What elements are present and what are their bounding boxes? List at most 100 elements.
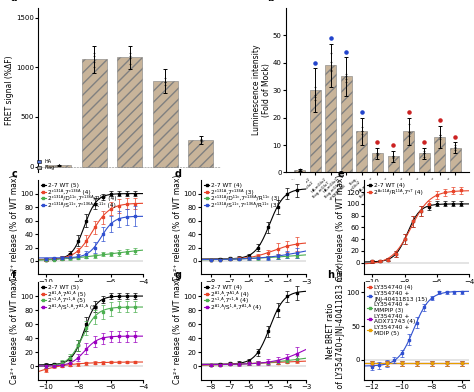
Point xyxy=(358,131,365,137)
Point xyxy=(436,132,444,138)
Text: e: e xyxy=(338,169,345,179)
Point xyxy=(311,84,319,91)
Point xyxy=(358,124,365,131)
Point xyxy=(420,154,428,160)
Point xyxy=(436,117,444,123)
Bar xyxy=(117,58,142,167)
Point xyxy=(358,109,365,115)
Bar xyxy=(356,131,367,172)
Y-axis label: Ca²⁺ release (% of WT max): Ca²⁺ release (% of WT max) xyxy=(10,278,19,385)
Bar xyxy=(153,81,178,167)
Point xyxy=(126,50,134,56)
X-axis label: log(LY354740 (M)): log(LY354740 (M)) xyxy=(382,286,452,295)
Point xyxy=(296,167,303,173)
Point xyxy=(420,150,428,156)
Point xyxy=(374,151,381,157)
Point xyxy=(343,71,350,77)
Y-axis label: FRET signal (%ΔF): FRET signal (%ΔF) xyxy=(5,55,14,125)
Point xyxy=(358,128,365,134)
Point xyxy=(91,64,98,71)
Point xyxy=(91,59,98,65)
Bar xyxy=(341,76,352,172)
Y-axis label: Ca²⁺ release (% of WT max): Ca²⁺ release (% of WT max) xyxy=(173,174,182,281)
Point xyxy=(389,153,397,160)
Text: b: b xyxy=(267,0,274,3)
Point xyxy=(327,35,335,41)
Bar xyxy=(294,170,305,172)
Text: c: c xyxy=(12,169,18,179)
Point xyxy=(420,139,428,145)
Legend: 2-7 WT (4), 2ᴬ¹·ᴬ,7ᴬ¹·ᴬ (4), 2ˢ¹·ᴬ,7ˢ¹·ᴬ (4), 2ᴬ¹·ᴬ/S¹·ᴬ,7ᴬ¹·ᴬ (4): 2-7 WT (4), 2ᴬ¹·ᴬ,7ᴬ¹·ᴬ (4), 2ˢ¹·ᴬ,7ˢ¹·ᴬ… xyxy=(204,285,261,310)
Point xyxy=(374,139,381,145)
Point xyxy=(452,142,459,149)
Point xyxy=(389,154,397,160)
Bar xyxy=(388,156,399,172)
Legend: HA, Flag: HA, Flag xyxy=(36,159,55,170)
Y-axis label: Net BRET ratio
(% of LY354740+JNJ-40411813 max): Net BRET ratio (% of LY354740+JNJ-404118… xyxy=(326,262,345,392)
Point xyxy=(343,76,350,82)
Y-axis label: Ca²⁺ release (% of WT max): Ca²⁺ release (% of WT max) xyxy=(10,174,19,281)
Point xyxy=(374,151,381,158)
Point xyxy=(389,153,397,160)
Point xyxy=(55,162,63,168)
Legend: 2-7 WT (5), 2ᴬ¹·ᴬ,7ᴬ¹·ᴬ (5), 2ˢ¹·ᴬ,7ˢ¹·ᴬ (5), 2ᴬ¹·ᴬ/S¹·ᴬ,7ᴬ¹·ᴬ (5): 2-7 WT (5), 2ᴬ¹·ᴬ,7ᴬ¹·ᴬ (5), 2ˢ¹·ᴬ,7ˢ¹·ᴬ… xyxy=(41,285,98,310)
Point xyxy=(436,134,444,140)
Point xyxy=(343,73,350,79)
Point xyxy=(197,138,204,144)
Bar xyxy=(82,60,107,167)
Text: h: h xyxy=(327,270,334,280)
Point xyxy=(296,167,303,173)
Point xyxy=(311,94,319,100)
Point xyxy=(327,59,335,65)
Point xyxy=(436,136,444,142)
Bar xyxy=(310,90,320,172)
Point xyxy=(436,132,444,138)
Bar xyxy=(372,153,383,172)
Point xyxy=(405,109,412,115)
Legend: LY354740 (4), LY354740 +
JNJ-40411813 (15), LY354740 +
MMPIP (3), LY354740 +
ADX: LY354740 (4), LY354740 + JNJ-40411813 (1… xyxy=(367,285,428,336)
Point xyxy=(311,97,319,103)
Bar xyxy=(450,148,461,172)
Point xyxy=(452,147,459,154)
Text: f: f xyxy=(12,270,16,280)
Y-axis label: Ca²⁺ release (% of WT max): Ca²⁺ release (% of WT max) xyxy=(336,174,345,281)
Point xyxy=(389,142,397,148)
Point xyxy=(162,79,169,85)
Point xyxy=(405,129,412,135)
Point xyxy=(452,145,459,151)
Point xyxy=(162,79,169,85)
Bar xyxy=(434,137,445,172)
Point xyxy=(374,150,381,156)
Point xyxy=(162,75,169,81)
Point xyxy=(343,79,350,85)
Bar xyxy=(403,131,414,172)
Point xyxy=(55,162,63,168)
Point xyxy=(327,50,335,56)
Point xyxy=(327,68,335,74)
X-axis label: log(L-AP4 (M)): log(L-AP4 (M)) xyxy=(227,286,281,295)
Bar xyxy=(46,165,71,167)
Point xyxy=(296,166,303,172)
Point xyxy=(55,162,63,168)
Point xyxy=(374,151,381,158)
Point xyxy=(162,82,169,88)
Point xyxy=(197,136,204,143)
Point xyxy=(405,133,412,139)
Legend: 2-7 WT (4), 2ᶜ¹³¹ᴬ,7ᶜ¹³⁶ᴬ (3), 2ᶜ¹³¹ᴬ/D¹¹ᶜ,7ᶜ¹³⁶ᴬ/R¹¹ᶜ (3), 2ᶜ¹³¹ᴬ/S¹¹ᶜ,7ᶜ¹³⁶ᴬ/R: 2-7 WT (4), 2ᶜ¹³¹ᴬ,7ᶜ¹³⁶ᴬ (3), 2ᶜ¹³¹ᴬ/D¹… xyxy=(204,183,280,208)
Point xyxy=(311,92,319,98)
Y-axis label: Luminescence intensity
(Fold of Mock): Luminescence intensity (Fold of Mock) xyxy=(252,45,271,135)
Text: g: g xyxy=(175,270,182,280)
Point xyxy=(126,60,134,67)
Bar xyxy=(188,140,213,167)
Point xyxy=(452,134,459,140)
Point xyxy=(327,67,335,74)
Text: a: a xyxy=(10,0,17,3)
Point xyxy=(420,148,428,154)
Point xyxy=(126,53,134,60)
Point xyxy=(420,150,428,156)
Point xyxy=(311,60,319,66)
Point xyxy=(197,136,204,142)
Point xyxy=(358,128,365,134)
Point xyxy=(296,167,303,173)
Legend: 2-7 WT (5), 2ᶜ¹³¹ᴬ,7ᶜ¹³⁶ᴬ (4), 2ᶜ¹³¹ᴬ/D¹¹ᶜ,7ᶜ¹³⁶ᴬ/R¹¹ᶜ (4), 2ᶜ¹³¹ᴬ/S¹¹ᶜ,7ᶜ¹³⁶ᴬ/R: 2-7 WT (5), 2ᶜ¹³¹ᴬ,7ᶜ¹³⁶ᴬ (4), 2ᶜ¹³¹ᴬ/D¹… xyxy=(41,183,117,208)
